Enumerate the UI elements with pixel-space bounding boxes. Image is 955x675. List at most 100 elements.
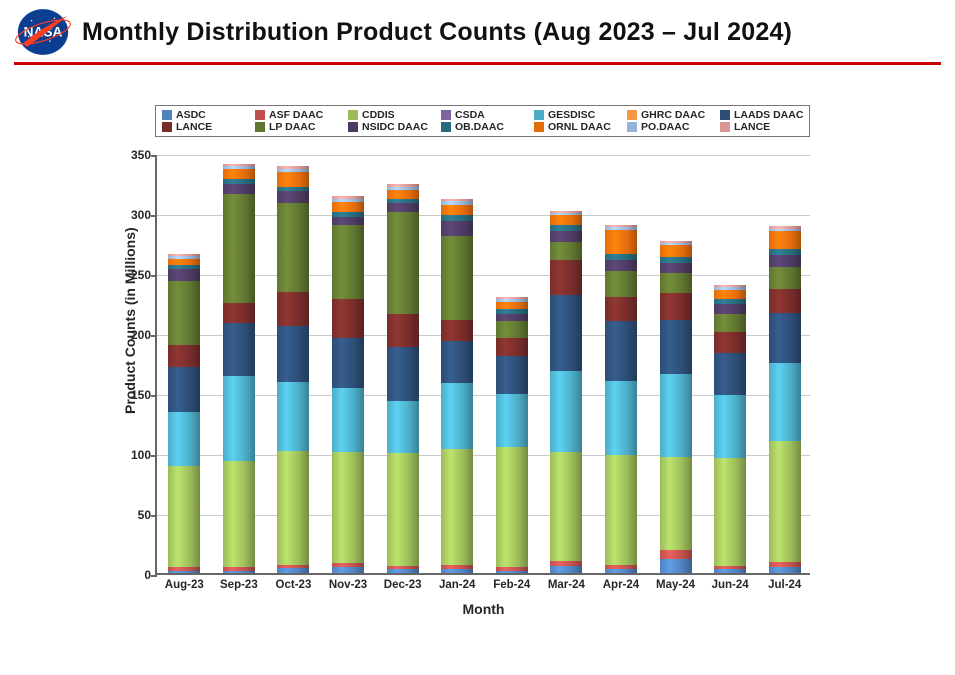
bar-segment-ORNL [660,245,692,257]
bar-segment-LANCE2 [660,241,692,243]
legend-item: LAADS DAAC [720,109,813,121]
legend-item: LANCE [720,121,813,133]
gridline [157,155,810,156]
bar-segment-ORNL [332,202,364,212]
bar-segment-NSIDC [660,263,692,273]
bar-segment-ORNL [769,231,801,249]
bar-segment-CDDIS [769,441,801,562]
bar-segment-LAADS [660,320,692,374]
legend-label: NSIDC DAAC [362,121,428,133]
bar-segment-NSIDC [605,260,637,271]
legend-row: LANCELP DAACNSIDC DAACOB.DAACORNL DAACPO… [162,121,803,133]
legend-label: ORNL DAAC [548,121,611,133]
bar-segment-PO [277,169,309,173]
bar-segment-LAADS [223,323,255,376]
bar-segment-OB [332,212,364,217]
legend-item: LANCE [162,121,255,133]
bar-segment-GESDISC [769,363,801,441]
legend-label: LANCE [734,121,770,133]
bar-segment-LAADS [168,367,200,413]
xtick-label: Aug-23 [165,579,204,591]
legend-item: CSDA [441,109,534,121]
bar-segment-LAADS [550,295,582,372]
bar-segment-GESDISC [277,382,309,450]
bar-segment-LAADS [769,313,801,363]
bar-segment-PO [769,229,801,231]
bar-segment-LANCE [223,303,255,323]
bar-group [714,285,746,573]
bar-group [277,166,309,573]
bar-segment-LP [387,212,419,314]
bar-segment-NSIDC [168,269,200,281]
bar-segment-NSIDC [277,191,309,203]
xtick-label: Dec-23 [384,579,422,591]
bar-group [550,211,582,573]
legend-label: OB.DAAC [455,121,504,133]
ytick-label: 50 [138,508,151,522]
bar-segment-OB [769,249,801,255]
bar-segment-ASF [223,567,255,571]
ytick-mark [151,575,157,577]
plot-area: Product Counts (in Millions) Month 05010… [155,155,810,575]
bar-segment-ASF [660,550,692,558]
bar-segment-LANCE2 [769,226,801,228]
legend-row: ASDCASF DAACCDDISCSDAGESDISCGHRC DAACLAA… [162,109,803,121]
bar-segment-LANCE [168,345,200,367]
bar-segment-ASF [550,561,582,566]
bar-segment-PO [660,243,692,245]
legend-item: GHRC DAAC [627,109,720,121]
bar-group [441,199,473,573]
bar-segment-OB [714,299,746,304]
legend-label: PO.DAAC [641,121,689,133]
bar-segment-LANCE [277,292,309,326]
bar-segment-ASDC [168,571,200,573]
bar-segment-LANCE [441,320,473,342]
bar-segment-LANCE2 [605,225,637,227]
bar-segment-ASDC [605,569,637,573]
bar-segment-ASDC [660,559,692,573]
bar-group [387,184,419,573]
gridline [157,455,810,456]
slide: NASA Monthly Distribution Product Counts… [0,0,955,675]
legend-item: GESDISC [534,109,627,121]
bar-segment-PO [714,287,746,289]
bar-segment-CDDIS [714,458,746,566]
bar-segment-LAADS [387,347,419,401]
bar-segment-LAADS [332,338,364,388]
bar-segment-CDDIS [387,453,419,566]
xtick-label: Oct-23 [276,579,312,591]
legend-swatch [441,122,451,132]
legend-label: ASF DAAC [269,109,323,121]
legend-item: ORNL DAAC [534,121,627,133]
bar-group [332,196,364,573]
xtick-label: May-24 [656,579,695,591]
bar-segment-NSIDC [550,231,582,242]
ytick-label: 0 [144,568,151,582]
bar-segment-LP [277,203,309,292]
bar-segment-OB [441,215,473,221]
ytick-label: 350 [131,148,151,162]
bar-segment-CDDIS [660,457,692,551]
legend-item: NSIDC DAAC [348,121,441,133]
legend-item: OB.DAAC [441,121,534,133]
bar-segment-GESDISC [332,388,364,452]
bar-segment-ORNL [441,205,473,216]
bar-segment-LANCE [714,332,746,354]
bar-segment-LP [714,314,746,332]
bar-segment-OB [496,309,528,314]
legend-swatch [534,110,544,120]
bar-segment-ASF [769,562,801,567]
bar-segment-ORNL [223,169,255,180]
bar-segment-ASDC [332,567,364,573]
bar-segment-LP [332,225,364,299]
bar-segment-OB [277,187,309,192]
gridline [157,335,810,336]
legend-swatch [627,122,637,132]
bar-segment-CDDIS [605,455,637,564]
bar-segment-OB [550,225,582,231]
xtick-label: Mar-24 [548,579,585,591]
gridline [157,275,810,276]
bar-segment-CDDIS [332,452,364,564]
ytick-mark [151,455,157,457]
bar-segment-LP [660,273,692,293]
